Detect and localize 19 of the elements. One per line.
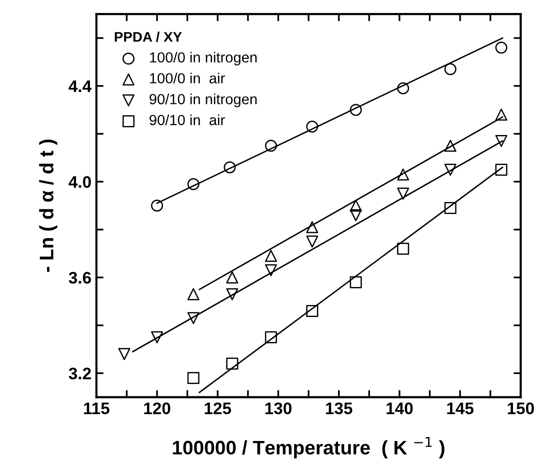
legend-label: 90/10 in air [150,114,225,126]
legend-label: 100/0 in air [150,72,225,84]
x-tick-label: 120 [144,402,170,414]
y-tick-label: 3.2 [68,368,91,380]
x-axis-title: 100000 / Temperature ( K $^{−1}$ ) [172,436,444,458]
x-tick-label: 140 [386,402,413,414]
legend-title: PPDA / XY [114,32,182,42]
x-tick-label: 145 [447,402,474,414]
legend-label: 90/10 in nitrogen [150,94,257,108]
y-axis-title: - Ln ( d α / d t ) [39,140,58,272]
x-tick-label: 150 [508,402,534,414]
x-tick-label: 135 [326,402,352,414]
y-tick-label: 4.4 [68,80,92,92]
y-tick-label: 3.6 [68,272,91,284]
y-tick-label: 4.0 [68,176,91,188]
x-tick-label: 115 [84,402,110,414]
x-tick-label: 125 [204,402,232,414]
legend-label: 100/0 in nitrogen [150,52,257,66]
x-tick-label: 130 [265,402,292,414]
